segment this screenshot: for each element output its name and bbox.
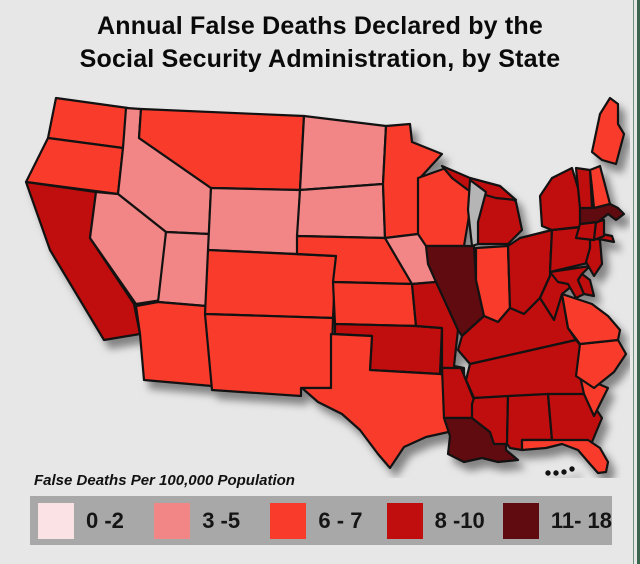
state-DE: [576, 272, 596, 298]
legend-bar: 0 -2 3 -5 6 - 7 8 -10 11- 18: [30, 496, 612, 545]
legend-label-1: 3 -5: [202, 507, 241, 533]
legend-swatch-2: [270, 502, 307, 539]
page-title: Annual False Deaths Declared by the Soci…: [79, 12, 561, 73]
state-SD: [295, 182, 387, 240]
state-MI: [440, 164, 518, 202]
us-choropleth-map: [6, 88, 630, 478]
legend-swatch-4: [502, 502, 539, 539]
state-ME: [590, 96, 626, 166]
lake-michigan: [466, 178, 488, 248]
state-FL: [520, 438, 610, 475]
legend-swatch-3: [386, 502, 423, 539]
state-AZ: [134, 300, 214, 388]
legend-item-1: 3 -5: [146, 502, 262, 539]
window-edge-artifact: [632, 0, 640, 564]
state-UT: [156, 230, 211, 308]
us-map-svg: [24, 96, 628, 476]
legend-swatch-1: [154, 502, 191, 539]
state-ND: [298, 114, 388, 192]
legend-swatch-0: [38, 502, 74, 539]
state-VT: [574, 166, 594, 210]
state-NH: [588, 164, 612, 210]
state-WY: [206, 186, 302, 256]
florida-keys-dot: [553, 470, 559, 476]
state-NM: [203, 312, 335, 398]
legend-item-4: 11- 18: [495, 502, 612, 539]
state-TX: [300, 332, 456, 470]
legend-label-0: 0 -2: [86, 507, 124, 533]
legend-item-2: 6 - 7: [262, 502, 378, 539]
florida-keys-dot: [561, 469, 567, 475]
florida-keys-dot: [569, 466, 575, 472]
state-CT: [574, 220, 598, 242]
state-KS: [331, 280, 418, 328]
legend-label-2: 6 - 7: [318, 507, 363, 533]
state-CO: [203, 248, 338, 320]
legend-item-3: 8 -10: [379, 502, 495, 539]
state-VA: [560, 292, 622, 346]
florida-keys-dot: [545, 470, 551, 476]
legend-label-3: 8 -10: [434, 507, 485, 533]
legend-caption: False Deaths Per 100,000 Population: [34, 472, 295, 489]
legend-item-0: 0 -2: [30, 502, 146, 539]
legend-label-4: 11- 18: [550, 507, 612, 533]
state-NC: [574, 338, 628, 390]
